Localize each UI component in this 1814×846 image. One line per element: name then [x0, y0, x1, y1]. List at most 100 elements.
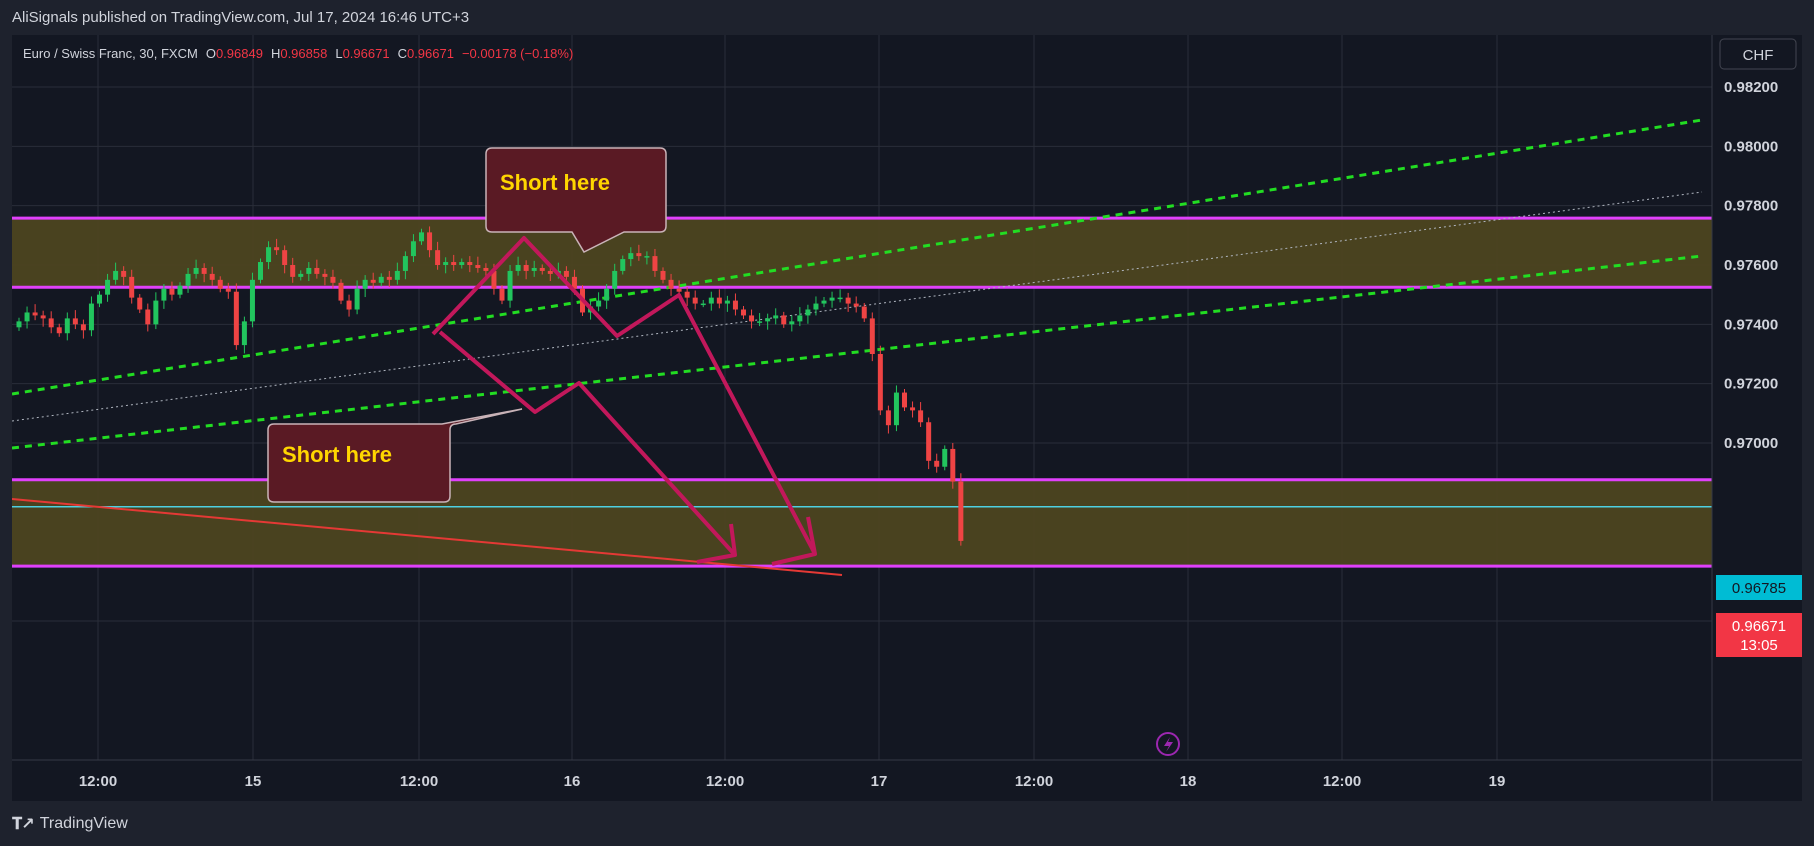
lightning-icon: [1164, 737, 1173, 752]
candle-body: [757, 321, 763, 323]
callout-top-bubble: [485, 147, 667, 253]
candle-body: [563, 270, 569, 277]
price-zones: [12, 216, 1712, 568]
ohlc-legend[interactable]: Euro / Swiss Franc, 30, FXCM O0.96849 H0.9…: [23, 46, 573, 61]
low-value: 0.96671: [343, 46, 390, 61]
time-tick-label: 19: [1489, 773, 1506, 790]
candle-body: [829, 297, 835, 301]
time-axis[interactable]: 12:00 15 12:00 16 12:00 17 12:00 18 12:00 19: [79, 773, 1506, 790]
candle-body: [885, 410, 891, 426]
high-label: H: [271, 46, 280, 61]
time-tick-label: 12:00: [706, 773, 744, 790]
candle-body: [64, 318, 70, 334]
callout-left[interactable]: Short here: [267, 408, 523, 503]
candle-body: [314, 267, 320, 274]
candle-body: [258, 262, 263, 280]
candle-body: [716, 297, 722, 304]
time-tick-label: 12:00: [1323, 773, 1361, 790]
forecast-arrow-left-head: [696, 523, 737, 564]
candle-body: [451, 262, 457, 265]
candle-body: [241, 321, 247, 346]
candle-body: [105, 279, 111, 295]
candle-body: [145, 309, 151, 325]
candle-body: [861, 306, 867, 319]
candle-body: [225, 288, 231, 292]
candle-body: [821, 300, 827, 304]
candle-body: [660, 270, 666, 280]
candle-body: [435, 250, 441, 265]
candle-body: [539, 267, 545, 271]
candle-body: [209, 273, 215, 280]
time-tick-label: 18: [1180, 773, 1197, 790]
candle-body: [48, 318, 54, 328]
last-price-badge: 0.96671 13:05: [1716, 613, 1802, 657]
callout-top[interactable]: Short here: [485, 147, 667, 253]
candle-body: [893, 392, 899, 426]
callout-left-text: Short here: [282, 442, 392, 467]
close-label: C: [398, 46, 407, 61]
candle-body: [137, 297, 143, 310]
candle-body: [330, 276, 336, 283]
candle-body: [177, 285, 183, 295]
price-line-badge-value: 0.96785: [1732, 580, 1786, 597]
channel-mid-line[interactable]: [12, 191, 1703, 422]
high-value: 0.96858: [280, 46, 327, 61]
brand-label: TradingView: [39, 815, 128, 832]
candle-body: [80, 324, 86, 331]
candle-body: [507, 270, 513, 301]
candle-body: [853, 303, 859, 307]
candle-body: [571, 276, 577, 289]
price-tick-label: 0.98000: [1724, 138, 1778, 155]
candle-body: [732, 300, 738, 310]
candle-body: [724, 300, 730, 304]
forecast-arrow-left-path[interactable]: [438, 330, 737, 557]
time-tick-label: 12:00: [400, 773, 438, 790]
candle-body: [845, 297, 851, 304]
candle-body: [266, 247, 272, 263]
candle-body: [378, 276, 384, 283]
candle-body: [24, 312, 30, 322]
candle-body: [113, 270, 119, 280]
candle-body: [700, 303, 706, 306]
candle-body: [773, 315, 779, 319]
candle-body: [459, 262, 465, 265]
candle-body: [394, 270, 400, 280]
lightning-marker[interactable]: [1156, 732, 1180, 756]
lightning-icon-ring: [1156, 732, 1180, 756]
candle-body: [491, 270, 497, 289]
price-axis[interactable]: 0.98200 0.98000 0.97800 0.97600 0.97400 0.972…: [1724, 79, 1778, 630]
forecast-arrow-top-path[interactable]: [431, 236, 817, 555]
candle-body: [523, 265, 529, 271]
candle-body: [346, 300, 352, 310]
candle-body: [40, 315, 46, 319]
candle-body: [249, 279, 255, 322]
candle-body: [306, 267, 312, 274]
candle-body: [386, 276, 392, 280]
candle-body: [789, 321, 795, 325]
price-tick-label: 0.97400: [1724, 316, 1778, 333]
price-tick-label: 0.97600: [1724, 257, 1778, 274]
channel-lower-line[interactable]: [12, 254, 1703, 450]
candle-body: [692, 297, 698, 304]
candle-body: [32, 312, 38, 316]
candle-body: [636, 253, 642, 257]
candle-body: [531, 267, 537, 271]
candle-body: [837, 297, 843, 300]
forecast-arrows: [431, 236, 817, 566]
candle-body: [676, 288, 682, 292]
price-tick-label: 0.97200: [1724, 376, 1778, 393]
tradingview-brand[interactable]: 𝐓↗ TradingView: [12, 814, 128, 834]
tradingview-logo-icon: 𝐓↗: [12, 816, 35, 833]
candle-body: [362, 279, 368, 289]
chart-pane[interactable]: Short here Short here 0.98200 0.98000 0.97…: [12, 35, 1802, 801]
currency-button[interactable]: CHF: [1719, 38, 1797, 70]
chart-canvas[interactable]: Short here Short here 0.98200 0.98000 0.97…: [12, 35, 1802, 801]
candle-body: [708, 297, 714, 304]
candles: [16, 226, 964, 546]
candle-body: [370, 279, 376, 283]
candle-body: [121, 270, 127, 277]
candle-body: [765, 318, 771, 322]
candle-body: [475, 265, 481, 268]
candle-body: [805, 309, 811, 316]
candle-body: [290, 265, 296, 277]
